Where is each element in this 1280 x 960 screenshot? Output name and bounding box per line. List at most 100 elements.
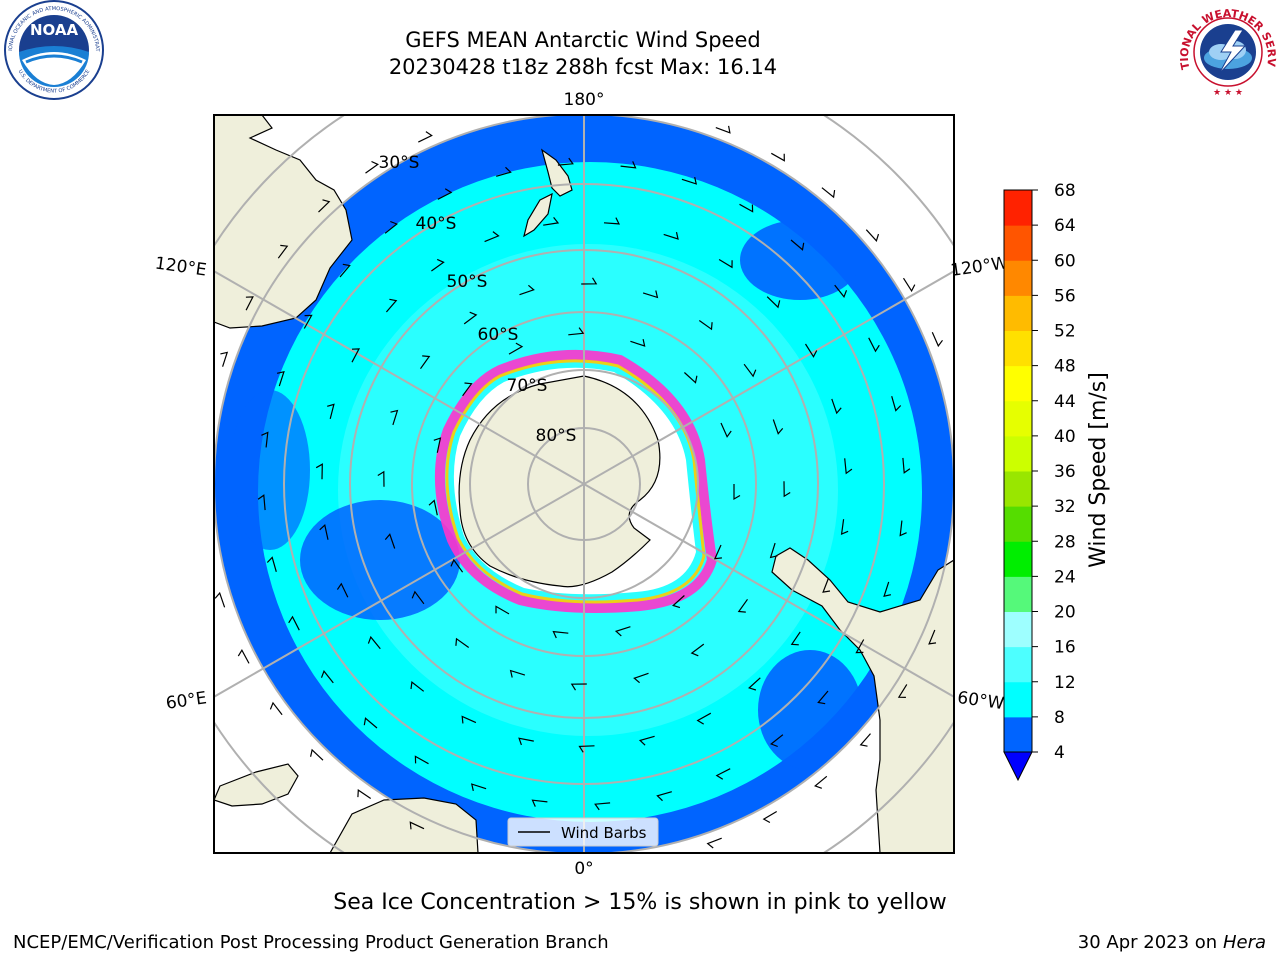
wind-barb [715,125,731,134]
wind-barb [470,783,487,792]
wind-barb [365,160,379,174]
lon-label-60e: 60°E [165,688,208,713]
colorbar-bin [1004,646,1032,683]
colorbar-tick-label: 20 [1054,603,1076,623]
wind-barb [821,187,836,199]
wind-barb [868,337,880,353]
wind-barb [581,277,598,285]
wind-barb [351,348,361,363]
wind-barb [897,684,908,698]
wind-barb [266,556,277,572]
wind-barb [642,290,659,299]
wind-barb [578,745,595,753]
wind-barb [450,558,464,573]
wind-barb [433,437,442,453]
wind-barb [720,422,732,438]
colorbar-bin [1004,365,1032,402]
wind-barb [766,296,781,309]
colorbar-tick-label: 68 [1054,181,1076,201]
wind-barb [865,229,880,242]
wind-barb [772,419,784,435]
colorbar-bin [1004,576,1032,612]
wind-barb [790,239,805,251]
wind-barb [420,355,431,370]
wind-barb [384,220,398,234]
lat-label-30s: 30°S [379,153,420,173]
wind-barb [519,284,535,296]
sea-ice-band [434,349,718,613]
wind-barb [783,481,791,498]
wind-barb [834,284,848,298]
wind-barb [570,683,587,691]
colorbar-bin [1004,260,1032,296]
wind-barb [690,643,705,657]
wind-barb [743,363,757,378]
wind-barb [367,635,381,650]
colorbar-tick-label: 64 [1054,216,1076,236]
colorbar-tick-label: 12 [1054,673,1076,693]
wind-barb [484,231,500,243]
wind-barb [718,258,733,269]
wind-barb [462,382,473,397]
wind-barb [318,199,331,213]
colorbar-bin [1004,435,1032,472]
wind-barb [269,701,283,716]
wind-barb [327,403,335,420]
noaa-logo: NOAA NATIONAL OCEANIC AND ATMOSPHERIC AD… [0,0,104,100]
colorbar-bin [1004,506,1032,542]
title-line-1: GEFS MEAN Antarctic Wind Speed [405,28,761,52]
wind-barb [431,258,445,272]
colorbar-extend-arrow [1003,751,1033,782]
colorbar-tick-label: 24 [1054,567,1076,587]
wind-barb [739,203,754,213]
wind-barb [320,670,334,684]
map-frame [213,114,955,854]
wind-barb [336,582,349,598]
wind-barb [663,231,679,240]
wind-barb [339,263,351,278]
wind-barb [770,734,784,748]
wind-barb [552,630,569,639]
wind-barb [428,499,438,516]
colorbar-tick-label: 60 [1054,251,1076,271]
colorbar-bin [1004,471,1032,507]
land-new-zealand [523,148,573,238]
wind-barb [461,715,477,724]
wind-barb [883,581,892,598]
wind-barb [855,639,865,654]
wind-barb [706,837,722,849]
colorbar-bin [1004,330,1032,367]
colorbar-bin [1004,716,1032,753]
wind-barb [902,457,911,474]
lon-label-120e: 120°E [154,254,208,281]
wind-barb [683,372,698,384]
wind-barb [656,791,672,802]
lat-label-40s: 40°S [416,214,457,234]
wind-barbs [214,125,943,849]
wind-barb [814,775,828,789]
wind-barb [390,409,399,426]
wind-barb [363,717,378,729]
wind-barb [509,669,526,678]
colorbar-label: Wind Speed [m/s] [1086,372,1111,568]
wind-barb [276,370,285,387]
colorbar-tick-label: 8 [1054,708,1065,728]
wind-barb [840,519,849,535]
lon-label-0: 0° [574,859,593,879]
wind-barb [303,314,313,329]
wind-barb [603,217,621,225]
wind-barb [214,591,226,608]
wind-barb [733,484,741,501]
wind-barb [681,176,698,185]
wind-barb [220,351,229,367]
title-line-2: 20230428 t18z 288h fcst Max: 16.14 [388,55,778,79]
wind-barb [822,577,831,593]
wind-barb [844,458,853,475]
colorbar-bin [1004,190,1032,226]
wind-barb [769,542,778,559]
lat-label-50s: 50°S [447,272,488,292]
colorbar-tick-label: 56 [1054,286,1076,306]
wind-barb [715,768,731,780]
wind-barb [414,755,429,765]
nws-logo: NATIONAL WEATHER SERVICE ★ ★ ★ [1175,0,1278,98]
